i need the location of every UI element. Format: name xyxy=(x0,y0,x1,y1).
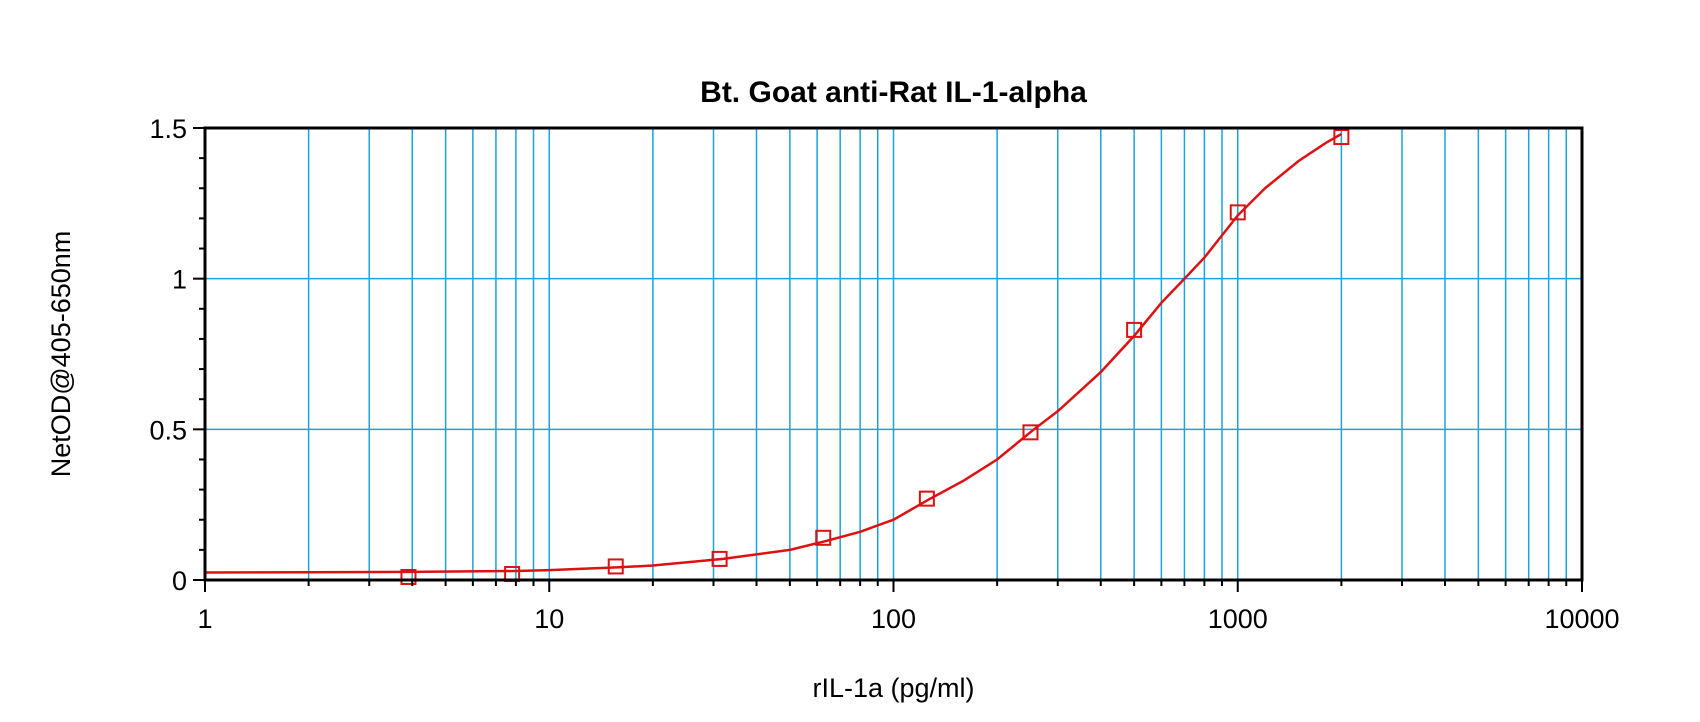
x-tick-label: 1000 xyxy=(1208,604,1268,634)
x-tick-label: 10000 xyxy=(1544,604,1619,634)
chart-title: Bt. Goat anti-Rat IL-1-alpha xyxy=(700,76,1087,109)
data-points xyxy=(400,129,1350,585)
data-point-marker xyxy=(1022,424,1039,441)
data-point-marker xyxy=(1333,129,1350,146)
grid-lines xyxy=(205,128,1582,580)
x-tick-label: 100 xyxy=(871,604,916,634)
y-tick-label: 0 xyxy=(172,566,187,596)
tick-labels: 1 10 100 1000 10000 0 0.5 1 1.5 xyxy=(149,114,1619,634)
data-point-marker xyxy=(918,490,935,507)
y-tick-label: 1 xyxy=(172,265,187,295)
data-point-marker xyxy=(400,568,417,585)
x-axis-label: rIL-1a (pg/ml) xyxy=(812,673,974,703)
data-point-marker xyxy=(711,550,728,567)
fit-curve xyxy=(204,132,1343,574)
x-tick-label: 10 xyxy=(534,604,564,634)
y-axis-label: NetOD@405-650nm xyxy=(46,231,76,478)
data-point-marker xyxy=(1126,321,1143,338)
x-tick-label: 1 xyxy=(197,604,212,634)
y-tick-label: 0.5 xyxy=(149,415,187,445)
data-point-marker xyxy=(1229,204,1246,221)
data-point-marker xyxy=(607,558,624,575)
fit-curve-group xyxy=(204,132,1343,574)
axis-ticks xyxy=(193,127,1583,592)
data-point-marker xyxy=(815,529,832,546)
y-tick-label: 1.5 xyxy=(149,114,187,144)
